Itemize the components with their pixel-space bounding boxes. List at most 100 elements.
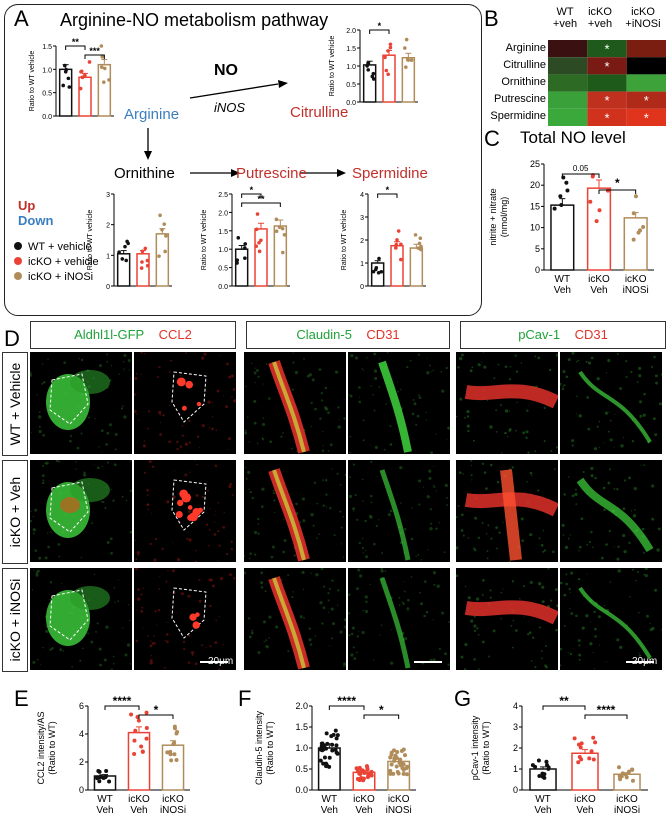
data-point (597, 208, 602, 213)
speckle (194, 460, 196, 461)
speckle (41, 481, 45, 485)
speckle (389, 425, 392, 428)
speckle (230, 547, 234, 551)
micrograph-r2-c5 (560, 568, 662, 670)
speckle (404, 527, 407, 531)
speckle (389, 661, 394, 665)
speckle (460, 529, 464, 532)
data-point (96, 768, 101, 773)
speckle (233, 399, 236, 403)
speckle (603, 442, 605, 444)
data-point (399, 749, 404, 754)
speckle (501, 452, 503, 454)
speckle (337, 425, 341, 429)
speckle (429, 364, 432, 367)
speckle (659, 402, 662, 406)
speckle (495, 431, 498, 433)
speckle (185, 352, 187, 355)
speckle (181, 425, 184, 427)
x-tick-label: WT (97, 794, 113, 805)
speckle (158, 366, 161, 369)
data-point (322, 755, 327, 760)
speckle (245, 477, 248, 480)
speckle (634, 508, 636, 511)
data-point (335, 733, 340, 738)
bar-2 (97, 44, 112, 117)
speckle (578, 545, 582, 549)
speckle (260, 571, 264, 575)
bar-0 (93, 768, 117, 791)
speckle (229, 482, 233, 486)
heatmap-col-0: WT +veh (552, 6, 578, 30)
speckle (530, 660, 533, 662)
speckle (348, 634, 351, 637)
bar-0 (234, 236, 249, 287)
speckle (329, 645, 331, 647)
speckle (570, 612, 574, 615)
speckle (30, 371, 32, 375)
speckle (229, 573, 232, 577)
speckle (575, 488, 577, 491)
data-point (530, 763, 535, 768)
x-tick-label: Veh (534, 805, 551, 816)
speckle (575, 361, 578, 363)
speckle (88, 416, 91, 419)
speckle (257, 651, 261, 655)
speckle (156, 624, 158, 626)
speckle (134, 409, 137, 413)
speckle (264, 590, 267, 593)
speckle (502, 588, 504, 590)
heatmap-row-spermidine: Spermidine (490, 110, 546, 122)
speckle (194, 662, 198, 666)
speckle (186, 537, 189, 540)
heatmap-cell (626, 91, 666, 109)
data-point (404, 37, 409, 42)
claudin-vessel (379, 469, 411, 561)
speckle (124, 653, 128, 657)
speckle (614, 413, 616, 415)
speckle (350, 632, 354, 636)
y-tick-label: 0.5 (295, 764, 308, 774)
micrograph-image (244, 466, 346, 562)
speckle (110, 668, 114, 670)
speckle (500, 591, 503, 594)
data-point (559, 202, 564, 207)
speckle (387, 513, 391, 517)
speckle (325, 506, 328, 508)
legend-icko-inosi: icKO + iNOSi (14, 270, 99, 285)
astrocyte-process (70, 478, 110, 502)
speckle (170, 609, 172, 611)
significance-bracket (369, 29, 390, 34)
significance-label: * (154, 703, 159, 717)
speckle (514, 354, 517, 357)
speckle (362, 419, 365, 422)
speckle (563, 625, 566, 627)
speckle (466, 409, 470, 414)
speckle (123, 415, 127, 419)
speckle (467, 596, 471, 600)
row-label-box-3: icKO + iNOSi (2, 568, 28, 672)
arrow-arginine-citrulline (189, 80, 288, 99)
speckle (418, 396, 422, 400)
speckle (142, 444, 146, 448)
data-point (552, 206, 557, 211)
significance-bracket (584, 714, 628, 719)
data-point (388, 42, 393, 47)
speckle (600, 556, 604, 560)
speckle (511, 580, 515, 583)
speckle (351, 626, 355, 630)
speckle (361, 478, 364, 481)
speckle (214, 521, 216, 524)
speckle (457, 505, 460, 507)
speckle (553, 468, 556, 471)
speckle (578, 653, 581, 657)
data-point (172, 724, 177, 729)
data-point (384, 68, 389, 73)
data-point (587, 756, 592, 761)
speckle (370, 460, 373, 463)
data-point (274, 229, 279, 234)
speckle (47, 545, 50, 549)
speckle (41, 363, 44, 365)
speckle (622, 507, 626, 511)
speckle (477, 633, 480, 636)
